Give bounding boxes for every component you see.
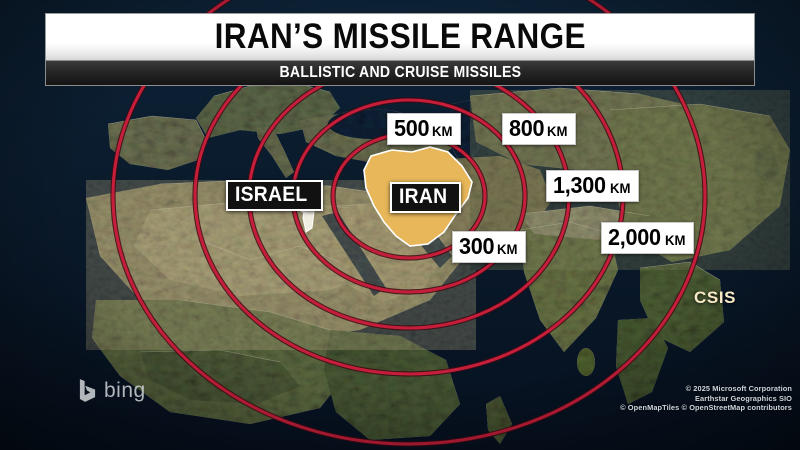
bing-logo-text: bing (104, 378, 146, 402)
range-label-800km: 800 KM (502, 113, 577, 145)
bing-logo[interactable]: bing (78, 378, 146, 403)
map-attribution: © 2025 Microsoft Corporation Earthstar G… (620, 384, 792, 412)
page-title: IRAN’S MISSILE RANGE (214, 17, 586, 56)
bing-mark-icon (79, 379, 96, 402)
range-500km-value: 500 (394, 115, 430, 141)
israel-label-text: ISRAEL (235, 183, 308, 206)
range-label-300km: 300 KM (452, 231, 527, 263)
range-300km-value: 300 (459, 233, 495, 259)
range-2000km-value: 2,000 (608, 224, 661, 250)
range-label-500km: 500 KM (387, 113, 462, 145)
range-300km-unit: KM (497, 241, 518, 257)
range-label-1300km: 1,300 KM (546, 170, 639, 202)
country-label-iran: IRAN (390, 182, 461, 213)
range-800km-unit: KM (547, 123, 568, 139)
page-subtitle: BALLISTIC AND CRUISE MISSILES (279, 64, 521, 81)
attribution-line-2: Earthstar Geographics SIO (695, 393, 792, 403)
range-800km-value: 800 (509, 115, 545, 141)
range-1300km-unit: KM (610, 180, 631, 196)
range-500km-unit: KM (432, 123, 453, 139)
range-2000km-unit: KM (665, 232, 686, 248)
attribution-line-3: © OpenMapTiles © OpenStreetMap contribut… (620, 402, 792, 412)
banner-title-bar: IRAN’S MISSILE RANGE (45, 13, 755, 60)
range-label-2000km: 2,000 KM (601, 222, 694, 254)
attribution-line-1: © 2025 Microsoft Corporation (685, 384, 792, 394)
iran-label-text: IRAN (399, 185, 448, 208)
banner-subtitle-bar: BALLISTIC AND CRUISE MISSILES (45, 60, 755, 86)
range-1300km-value: 1,300 (553, 172, 606, 198)
country-label-israel: ISRAEL (226, 180, 323, 211)
csis-watermark: CSIS (694, 288, 737, 307)
title-banner: IRAN’S MISSILE RANGE BALLISTIC AND CRUIS… (45, 13, 755, 86)
